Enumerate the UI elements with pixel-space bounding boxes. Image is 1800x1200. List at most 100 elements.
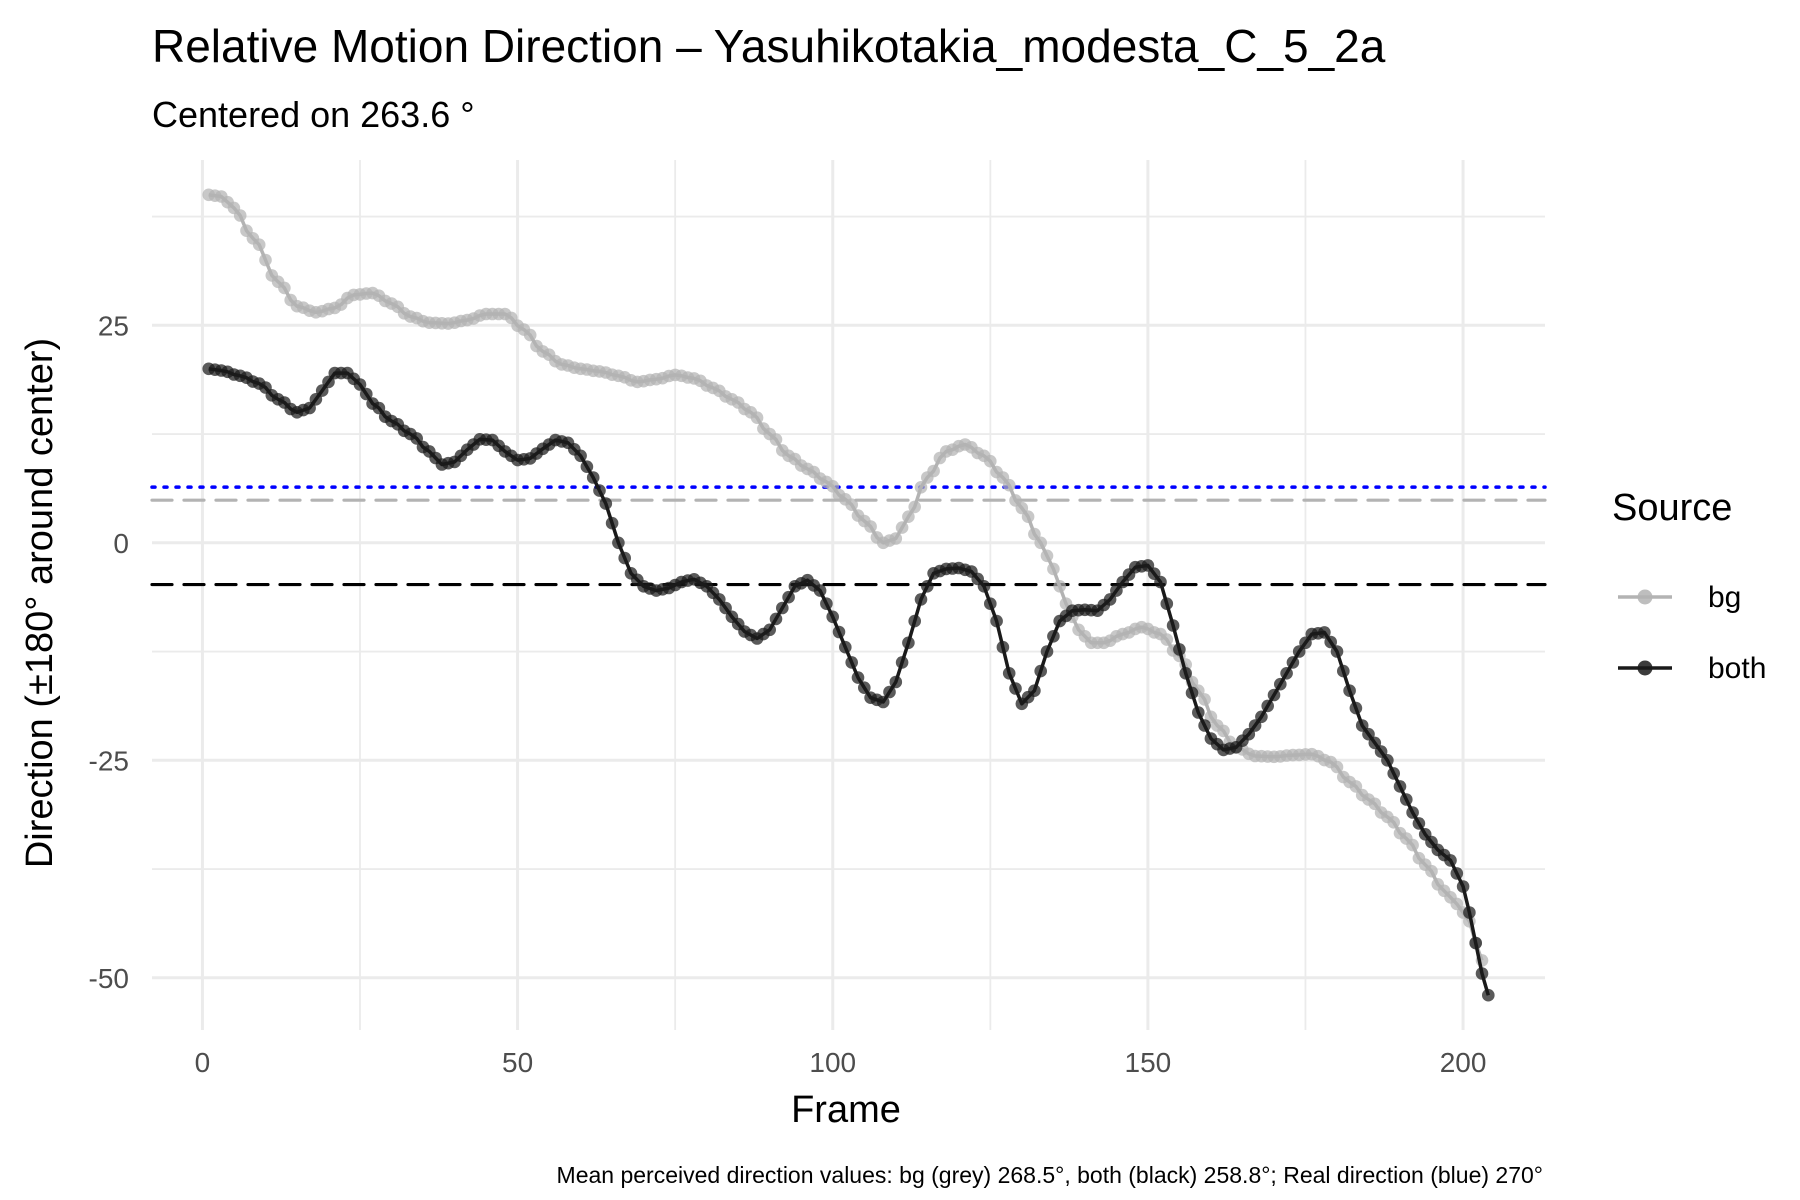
data-point-both [1242, 727, 1256, 741]
data-point-both [1381, 754, 1394, 767]
data-point-both [618, 551, 631, 565]
data-point-bg [750, 411, 764, 425]
data-point-both [1400, 793, 1413, 806]
data-point-bg [826, 480, 839, 493]
data-point-both [921, 580, 934, 593]
data-point-bg [233, 209, 247, 222]
x-axis-ticks: 0 50 100 150 200 [195, 1047, 1487, 1078]
data-point-both [1482, 988, 1495, 1002]
data-point-both [1028, 684, 1041, 697]
data-point-both [1040, 645, 1054, 658]
data-point-bg [1028, 527, 1041, 541]
data-point-both [1255, 710, 1268, 724]
data-point-both [839, 640, 852, 654]
data-point-both [813, 584, 827, 597]
data-point-both [612, 536, 625, 550]
data-point-both [719, 601, 732, 615]
data-point-both [580, 460, 594, 474]
data-point-both [1248, 719, 1262, 732]
data-point-bg [1015, 501, 1029, 515]
data-point-both [820, 597, 833, 610]
data-point-bg [1040, 549, 1054, 563]
data-point-bg [1002, 478, 1016, 492]
data-point-bg [1198, 693, 1211, 706]
data-point-both [605, 516, 619, 530]
data-point-bg [523, 328, 537, 342]
data-point-both [769, 612, 783, 626]
reference-lines [150, 485, 1547, 587]
data-point-bg [902, 510, 915, 523]
data-point-both [1355, 719, 1369, 732]
data-point-both [1198, 719, 1211, 732]
y-axis-title: Direction (±180° around center) [19, 338, 61, 868]
data-point-bg [984, 454, 997, 468]
data-point-bg [278, 281, 291, 295]
data-point-both [1267, 688, 1281, 702]
data-point-both [353, 378, 367, 391]
data-point-bg [1204, 710, 1218, 724]
data-point-bg [914, 481, 928, 494]
data-point-bg [1387, 816, 1400, 829]
legend: Source bg both [1612, 487, 1766, 685]
series-line-both [208, 367, 1490, 996]
data-point-bg [1368, 797, 1382, 811]
data-point-both [1280, 667, 1293, 680]
data-point-both [1362, 727, 1375, 741]
data-point-both [845, 656, 858, 669]
data-point-both [1047, 630, 1060, 643]
data-point-both [1286, 656, 1300, 669]
data-point-bg [1425, 864, 1438, 878]
y-axis-ticks: 25 0 -25 -50 [89, 310, 129, 994]
data-point-both [1179, 667, 1192, 680]
data-point-both [1034, 664, 1047, 678]
legend-key-point [1637, 589, 1653, 605]
x-tick-label: 200 [1440, 1047, 1487, 1078]
data-point-both [1475, 967, 1489, 980]
legend-entry-bg: bg [1618, 581, 1741, 614]
data-point-both [1324, 635, 1337, 649]
data-point-both [1412, 817, 1426, 830]
chart-title: Relative Motion Direction – Yasuhikotaki… [152, 20, 1386, 72]
data-point-bg [1160, 633, 1174, 646]
series-bg [202, 188, 1489, 967]
data-point-both [990, 614, 1003, 628]
data-point-both [1330, 645, 1344, 658]
data-point-both [372, 401, 386, 415]
data-point-both [303, 401, 316, 415]
x-tick-label: 100 [809, 1047, 856, 1078]
series-layer [202, 188, 1495, 1002]
data-point-both [984, 597, 997, 610]
data-point-both [1166, 619, 1180, 632]
data-point-both [914, 593, 928, 606]
data-point-both [776, 601, 789, 615]
y-tick-label: 0 [113, 528, 129, 559]
data-point-both [1349, 701, 1363, 715]
data-point-bg [769, 433, 783, 446]
legend-label: bg [1708, 581, 1741, 614]
data-point-both [1103, 593, 1117, 606]
data-point-bg [864, 520, 877, 533]
data-point-both [977, 580, 991, 593]
data-point-both [1368, 736, 1382, 750]
data-point-both [883, 685, 896, 699]
legend-key-point [1637, 660, 1653, 676]
data-point-both [1456, 880, 1470, 893]
y-tick-label: -25 [89, 745, 129, 776]
data-point-both [593, 484, 606, 497]
data-point-both [1450, 867, 1464, 880]
data-point-both [1185, 686, 1199, 700]
data-point-both [1274, 677, 1287, 691]
data-point-both [1009, 682, 1022, 695]
data-point-both [1387, 767, 1400, 780]
data-point-both [1337, 664, 1350, 678]
data-point-bg [1053, 580, 1066, 593]
data-point-both [360, 387, 373, 401]
x-tick-label: 0 [195, 1047, 211, 1078]
data-point-both [1469, 936, 1482, 950]
data-point-both [782, 590, 795, 604]
y-tick-label: 25 [98, 310, 129, 341]
data-point-both [1299, 636, 1312, 650]
data-point-both [1154, 575, 1167, 589]
data-point-both [902, 636, 915, 650]
data-point-both [410, 432, 424, 445]
